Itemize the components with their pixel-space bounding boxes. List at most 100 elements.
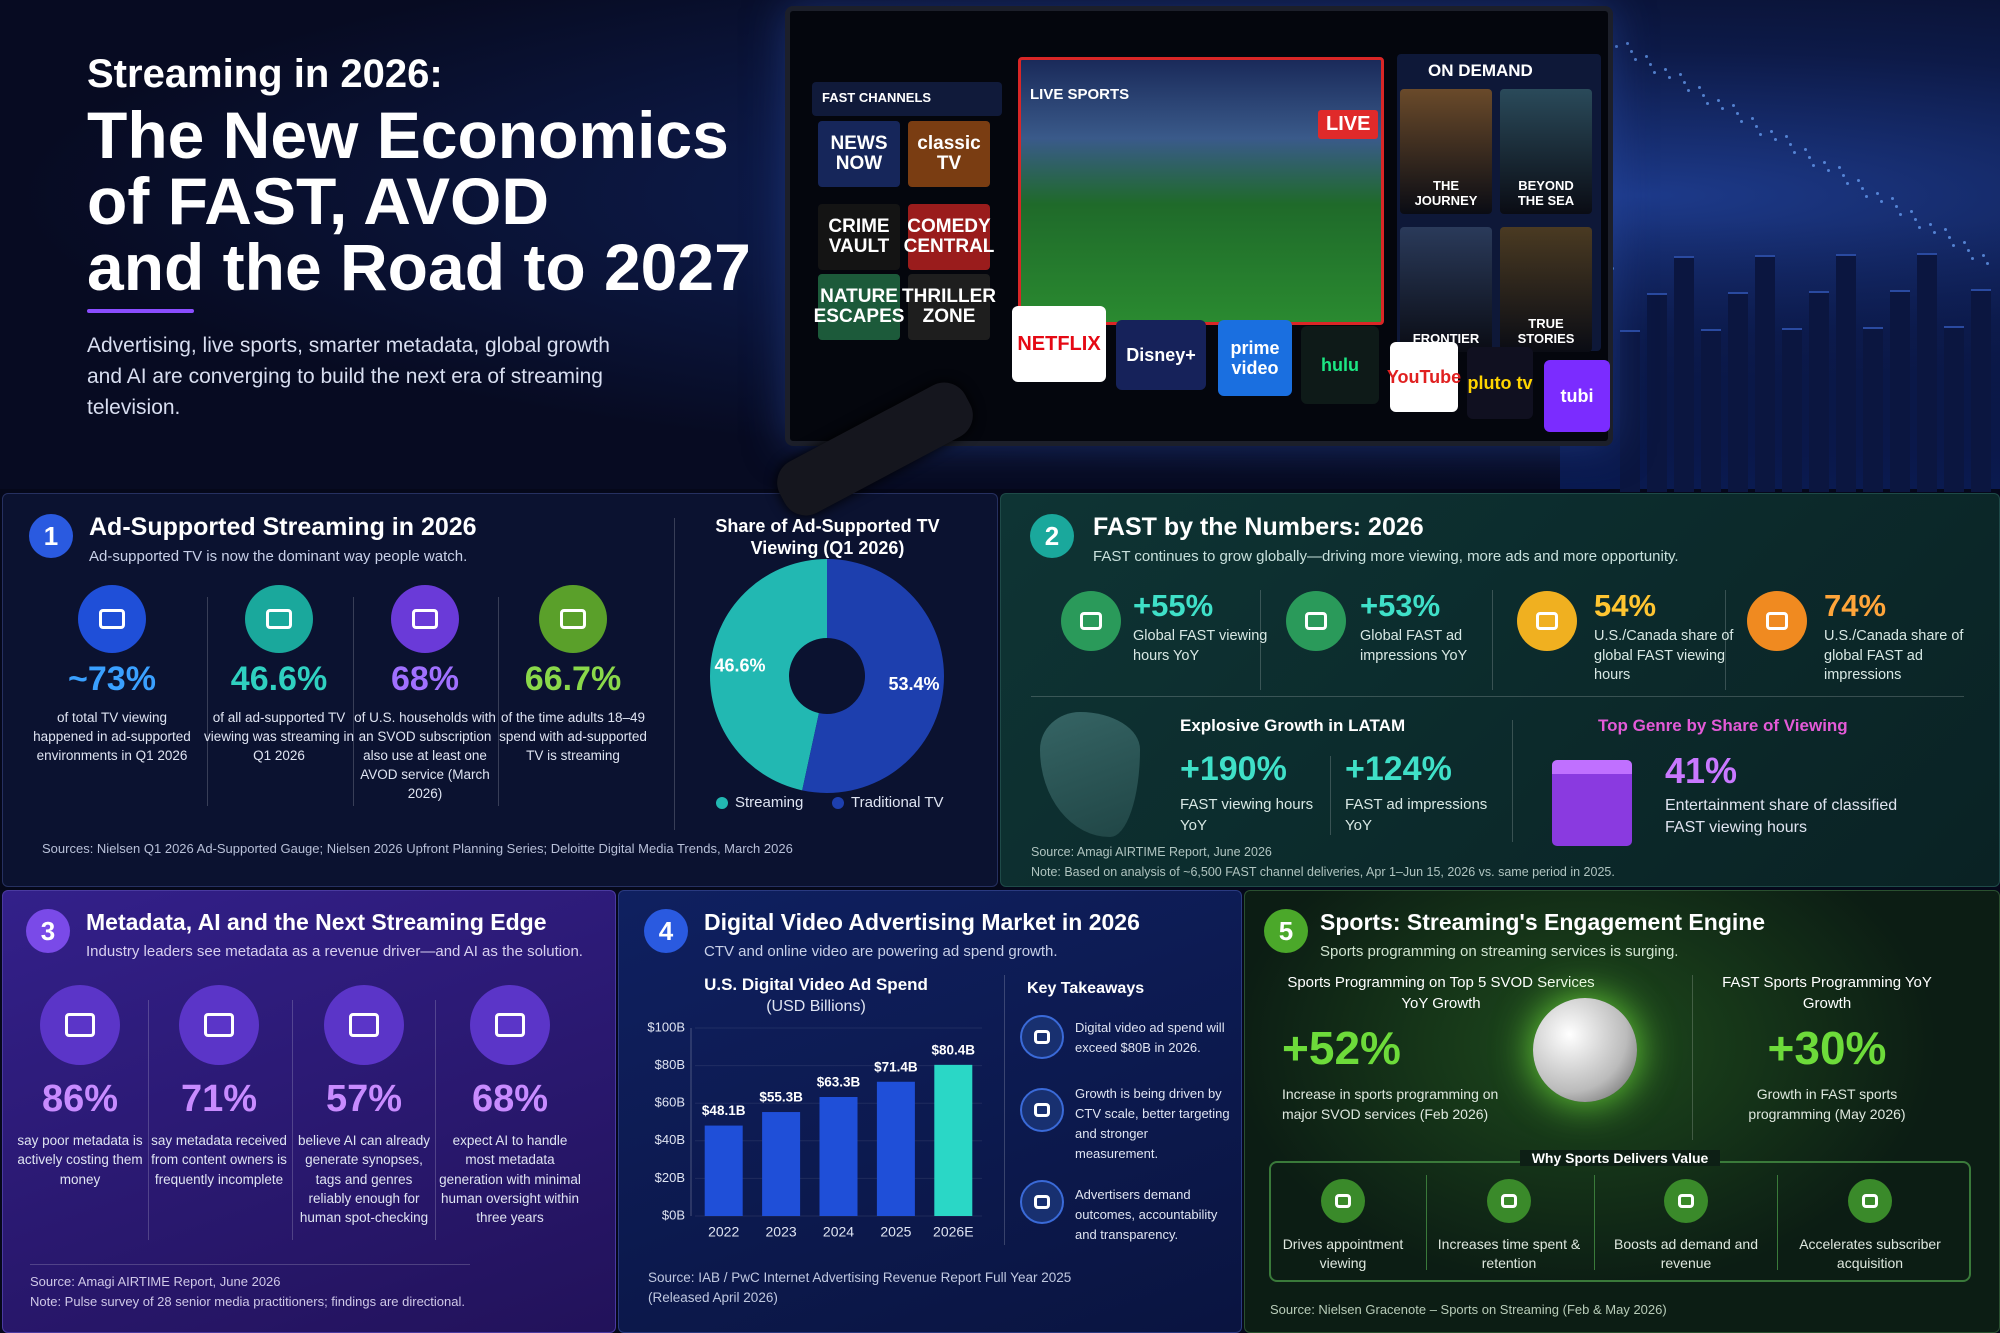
map-dot [1812, 164, 1815, 167]
hero-kicker: Streaming in 2026: [87, 52, 443, 96]
chart-title: Share of Ad-Supported TV Viewing (Q1 202… [715, 516, 940, 558]
icon-glyph [560, 608, 586, 630]
left-heading: Sports Programming on Top 5 SVOD Service… [1287, 974, 1595, 1012]
live-panel [1018, 57, 1384, 325]
x-tick-label: 2023 [766, 1224, 797, 1240]
stat-text: of total TV viewing happened in ad-suppo… [33, 709, 191, 763]
map-dot [1876, 192, 1879, 195]
title-rule [87, 309, 194, 313]
stat-text: believe AI can already generate synopses… [297, 1133, 431, 1225]
map-dot [1668, 76, 1671, 79]
bar [876, 1081, 915, 1216]
icon-glyph [494, 1013, 526, 1037]
map-dot [1967, 249, 1970, 252]
icon-glyph [1033, 1195, 1051, 1209]
value-text: Drives appointment viewing [1282, 1236, 1404, 1271]
source: Source: Amagi AIRTIME Report, June 2026 [30, 1274, 281, 1289]
channel-tile: NATURE ESCAPES [814, 274, 904, 340]
divider [1260, 590, 1261, 690]
map-dot [1944, 228, 1947, 231]
left-text: Increase in sports programming on major … [1282, 1086, 1499, 1122]
map-dot [1698, 86, 1701, 89]
legend-label: Streaming [735, 794, 803, 811]
map-dot [1702, 94, 1705, 97]
section-subtitle: CTV and online video are powering ad spe… [704, 943, 1058, 960]
stat-value: 68% [471, 1078, 549, 1120]
rule [1031, 696, 1964, 697]
divider [1330, 756, 1331, 835]
map-dot [1910, 210, 1913, 213]
map-dot [1755, 125, 1758, 128]
panel-3 [2, 890, 616, 1333]
map-dot [1664, 68, 1667, 71]
icon [391, 585, 459, 653]
channel-tile: CRIME VAULT [818, 204, 900, 270]
divider [435, 1000, 436, 1240]
icon [1517, 591, 1577, 651]
value-text: Accelerates subscriber acquisition [1799, 1236, 1941, 1271]
icon-glyph [1677, 1194, 1695, 1208]
right-heading: FAST Sports Programming YoY Growth [1722, 974, 1932, 1012]
icon [179, 985, 259, 1065]
stat-value: 71% [180, 1078, 258, 1120]
building [1647, 293, 1667, 492]
hero-title: and the Road to 2027 [87, 230, 751, 304]
map-dot [1963, 241, 1966, 244]
stat-text: Global FAST viewing hours YoY [1133, 628, 1268, 664]
x-tick-label: 2024 [823, 1224, 854, 1240]
y-tick-label: $100B [647, 1019, 685, 1034]
icon [1286, 591, 1346, 651]
donut-slice [802, 559, 944, 793]
divider [498, 597, 499, 806]
stat-text: of all ad-supported TV viewing was strea… [203, 709, 355, 763]
building [1971, 289, 1991, 492]
section-subtitle: Ad-supported TV is now the dominant way … [89, 548, 468, 565]
map-dot [1827, 169, 1830, 172]
divider [1426, 1175, 1427, 1270]
map-dot [1808, 156, 1811, 159]
icon [1321, 1179, 1365, 1223]
map-dot [1653, 71, 1656, 74]
channel-tile: NEWS NOW [818, 121, 900, 187]
icon [1061, 591, 1121, 651]
map-dot [1846, 182, 1849, 185]
divider [674, 518, 675, 830]
building [1917, 253, 1937, 492]
map-dot [1721, 107, 1724, 110]
stat-value: 57% [325, 1078, 403, 1120]
section-subtitle: Industry leaders see metadata as a reven… [86, 943, 583, 960]
building [1620, 330, 1640, 492]
building [1890, 290, 1910, 492]
y-tick-label: $80B [655, 1057, 685, 1072]
takeaways-title: Key Takeaways [1027, 980, 1145, 997]
map-dot [1861, 187, 1864, 190]
icon [40, 985, 120, 1065]
left-value: +52% [1282, 1022, 1401, 1074]
x-tick-label: 2025 [880, 1224, 911, 1240]
map-dot [1865, 195, 1868, 198]
legend-swatch [716, 797, 728, 809]
section-subtitle: Sports programming on streaming services… [1320, 943, 1679, 960]
divider [1594, 1175, 1595, 1270]
stat-value: ~73% [68, 660, 156, 698]
icon [78, 585, 146, 653]
icon-glyph [1861, 1194, 1879, 1208]
map-dot [1880, 200, 1883, 203]
map-dot [1717, 99, 1720, 102]
soccer-ball [1533, 998, 1637, 1102]
genre-text: Entertainment share of classified FAST v… [1665, 797, 1898, 836]
x-tick-label: 2022 [708, 1224, 739, 1240]
title-tile: TRUE STORIES [1500, 227, 1592, 352]
map-dot [1626, 42, 1629, 45]
icon [539, 585, 607, 653]
takeaway-text: Growth is being driven by CTV scale, bet… [1075, 1086, 1230, 1161]
icon [1848, 1179, 1892, 1223]
map-dot [1687, 89, 1690, 92]
note: Note: Pulse survey of 28 senior media pr… [30, 1294, 465, 1309]
stat-text: say poor metadata is actively costing th… [17, 1133, 143, 1187]
building [1674, 256, 1694, 492]
map-dot [1948, 236, 1951, 239]
stat-value: +124% [1345, 750, 1452, 788]
map-dot [1706, 102, 1709, 105]
